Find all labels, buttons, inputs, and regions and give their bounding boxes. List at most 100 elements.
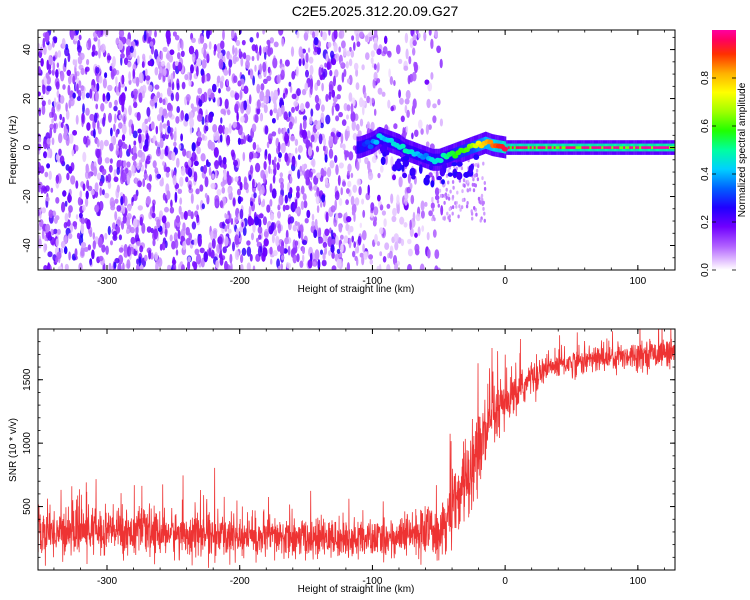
- noise-cell: [348, 151, 354, 161]
- noise-cell: [116, 184, 120, 193]
- noise-cell: [273, 167, 277, 176]
- ridge-peak: [367, 144, 374, 150]
- noise-cell: [196, 214, 200, 224]
- noise-cell: [206, 159, 209, 166]
- noise-cell: [158, 73, 162, 80]
- noise-cell: [362, 105, 365, 116]
- noise-cell: [391, 215, 397, 223]
- noise-cell: [428, 30, 432, 36]
- noise-cell: [273, 107, 278, 114]
- noise-cell: [41, 79, 45, 85]
- ridge-tail: [380, 156, 386, 166]
- ridge-peak: [663, 146, 666, 149]
- noise-cell: [170, 127, 174, 133]
- noise-cell: [148, 249, 152, 260]
- noise-cell: [373, 37, 378, 44]
- noise-cell: [144, 68, 148, 77]
- ridge-peak: [649, 146, 652, 149]
- noise-cell: [269, 109, 273, 116]
- noise-cell: [377, 62, 380, 72]
- noise-cell: [47, 99, 51, 105]
- noise-cell: [199, 35, 205, 44]
- noise-cell: [472, 188, 476, 193]
- noise-cell: [148, 30, 152, 37]
- noise-cell: [249, 164, 254, 175]
- noise-cell: [196, 66, 199, 77]
- noise-cell: [90, 162, 95, 172]
- noise-cell: [389, 250, 393, 259]
- noise-cell: [475, 173, 479, 178]
- noise-cell: [355, 33, 360, 43]
- noise-cell: [169, 49, 175, 55]
- noise-cell: [228, 212, 231, 224]
- noise-cell: [212, 229, 218, 239]
- noise-cell: [314, 249, 320, 261]
- noise-cell: [374, 108, 377, 116]
- noise-cell: [107, 173, 112, 183]
- noise-cell: [67, 84, 71, 96]
- noise-cell: [473, 173, 477, 178]
- noise-cell: [276, 258, 280, 269]
- noise-cell: [351, 235, 355, 243]
- noise-cell: [226, 135, 231, 146]
- noise-cell: [316, 187, 320, 197]
- noise-cell: [296, 31, 300, 39]
- noise-cell: [167, 86, 172, 97]
- noise-cell: [461, 189, 464, 194]
- ridge-peak: [655, 146, 658, 149]
- noise-cell: [387, 99, 391, 109]
- noise-cell: [468, 187, 472, 192]
- noise-cell: [405, 125, 409, 133]
- noise-cell: [259, 63, 262, 75]
- noise-cell: [42, 138, 48, 150]
- noise-cell: [269, 212, 275, 221]
- noise-cell: [379, 204, 384, 211]
- noise-cell: [184, 113, 189, 122]
- noise-cell: [369, 97, 372, 107]
- ridge-peak: [373, 139, 380, 145]
- noise-cell: [272, 118, 276, 124]
- noise-cell: [329, 160, 335, 169]
- noise-cell: [262, 247, 268, 257]
- noise-cell: [74, 71, 78, 80]
- ridge-peak: [605, 146, 608, 149]
- noise-cell: [58, 121, 62, 129]
- noise-cell: [258, 74, 262, 80]
- noise-cell: [317, 229, 322, 237]
- noise-cell: [102, 116, 106, 127]
- noise-cell: [147, 60, 153, 66]
- noise-cell: [389, 76, 394, 85]
- noise-cell: [210, 182, 216, 190]
- noise-cell: [141, 223, 146, 234]
- noise-cell: [98, 255, 104, 262]
- noise-cell: [113, 176, 119, 183]
- noise-cell: [136, 258, 139, 265]
- noise-cell: [481, 200, 485, 205]
- noise-cell: [126, 46, 129, 58]
- noise-cell: [347, 170, 350, 176]
- noise-cell: [191, 52, 196, 63]
- noise-cell: [445, 187, 448, 192]
- noise-cell: [82, 103, 85, 114]
- noise-cell: [115, 225, 121, 234]
- spectrogram-noise-layer: [38, 30, 487, 270]
- ridge-peak: [501, 146, 508, 152]
- noise-cell: [144, 118, 148, 125]
- noise-cell: [396, 44, 401, 55]
- noise-cell: [104, 30, 109, 37]
- noise-cell: [115, 84, 119, 95]
- noise-cell: [250, 201, 254, 207]
- noise-cell: [327, 41, 332, 48]
- noise-cell: [202, 164, 208, 174]
- noise-cell: [136, 111, 141, 121]
- noise-cell: [432, 115, 437, 124]
- noise-cell: [482, 161, 485, 166]
- noise-cell: [371, 155, 377, 164]
- noise-cell: [268, 165, 271, 174]
- noise-cell: [330, 229, 334, 238]
- noise-cell: [114, 198, 119, 204]
- noise-cell: [305, 177, 310, 186]
- noise-cell: [342, 143, 346, 151]
- noise-cell: [382, 46, 388, 55]
- noise-cell: [75, 114, 79, 125]
